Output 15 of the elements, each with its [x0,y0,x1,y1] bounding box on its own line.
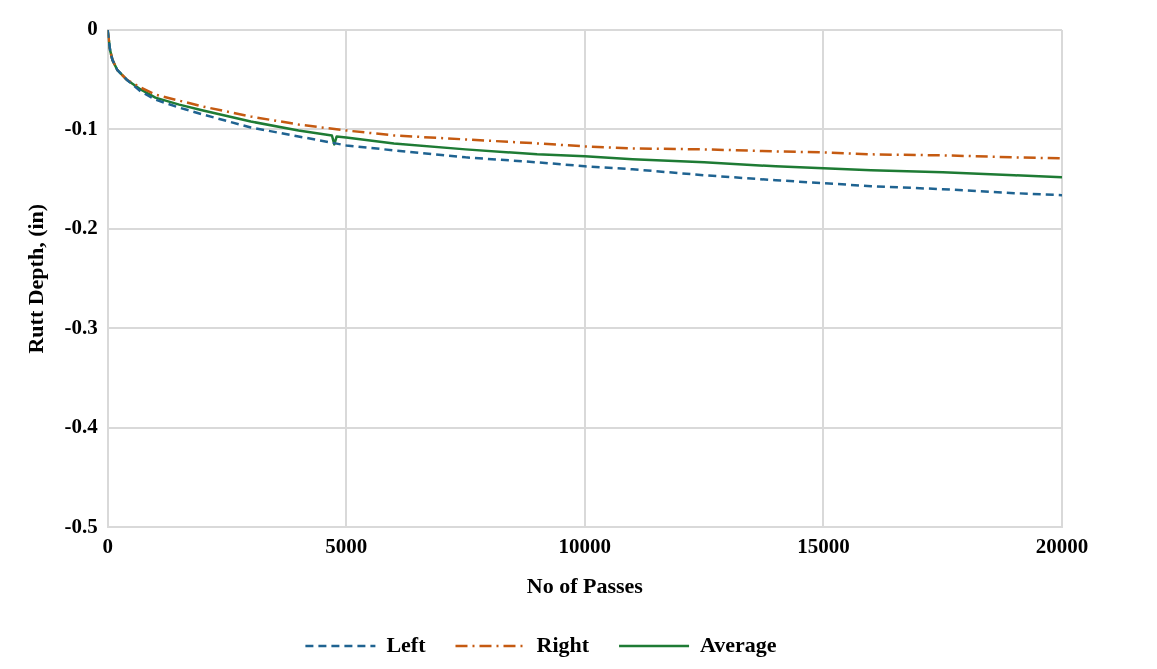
x-tick-label: 10000 [558,534,612,559]
x-tick-label: 15000 [797,534,850,559]
y-tick-label: -0.5 [64,513,98,538]
y-tick-label: -0.4 [64,414,99,439]
legend-label: Right [536,631,590,657]
legend-label: Left [386,631,427,657]
y-tick-label: -0.3 [64,314,98,339]
x-axis-title: No of Passes [526,573,644,599]
x-tick-label: 20000 [1035,534,1089,559]
y-tick-label: -0.2 [64,215,98,240]
x-tick-label: 5000 [325,534,368,559]
y-axis-title: Rutt Depth, (in) [22,203,48,354]
y-tick-label: 0 [87,16,98,41]
legend-label: Average [700,631,777,657]
y-tick-label: -0.1 [64,115,98,140]
